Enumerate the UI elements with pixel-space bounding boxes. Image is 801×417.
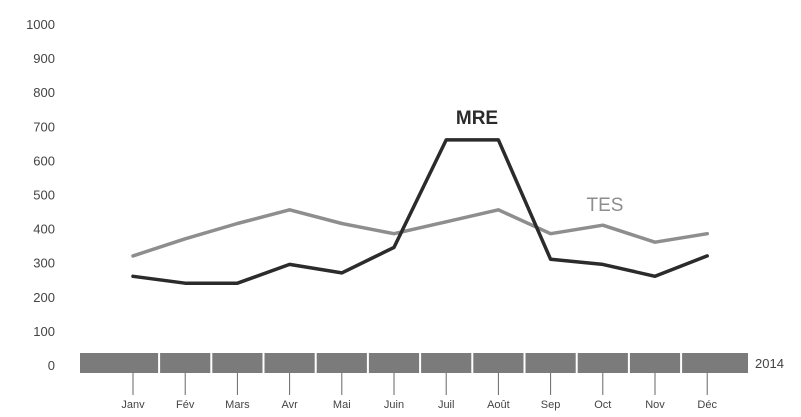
x-tick-label: Janv (121, 399, 145, 411)
series-label-mre: MRE (456, 108, 498, 129)
y-tick-label: 400 (33, 222, 55, 237)
y-tick-label: 800 (33, 85, 55, 100)
year-label: 2014 (755, 356, 784, 371)
x-tick-label: Oct (594, 399, 611, 411)
y-tick-label: 900 (33, 51, 55, 66)
x-tick-label: Fév (176, 399, 195, 411)
x-tick-label: Déc (697, 399, 717, 411)
x-tick-label: Avr (281, 399, 298, 411)
series-line-tes (133, 210, 707, 256)
x-tick-label: Août (487, 399, 510, 411)
x-tick-label: Juin (384, 399, 404, 411)
x-tick-label: Nov (645, 399, 665, 411)
x-axis-band: 2014 (80, 353, 784, 373)
y-tick-label: 700 (33, 119, 55, 134)
x-axis: Janv Fév Mars Avr Mai Juin Juil Août Sep Oct Nov Dé… (121, 373, 717, 411)
y-tick-label: 300 (33, 256, 55, 271)
y-tick-label: 0 (48, 358, 55, 373)
y-tick-label: 600 (33, 153, 55, 168)
x-tick-label: Mai (333, 399, 351, 411)
x-band-bar (80, 353, 748, 373)
y-tick-label: 200 (33, 290, 55, 305)
y-tick-label: 100 (33, 324, 55, 339)
x-tick-label: Juil (438, 399, 455, 411)
y-tick-label: 500 (33, 188, 55, 203)
x-tick-label: Sep (541, 399, 561, 411)
series-layer: MRE TES (133, 108, 707, 283)
y-axis: 0 100 200 300 400 500 600 700 800 900 1000 (26, 17, 55, 373)
y-tick-label: 1000 (26, 17, 55, 32)
series-label-tes: TES (587, 195, 624, 216)
x-tick-label: Mars (225, 399, 250, 411)
